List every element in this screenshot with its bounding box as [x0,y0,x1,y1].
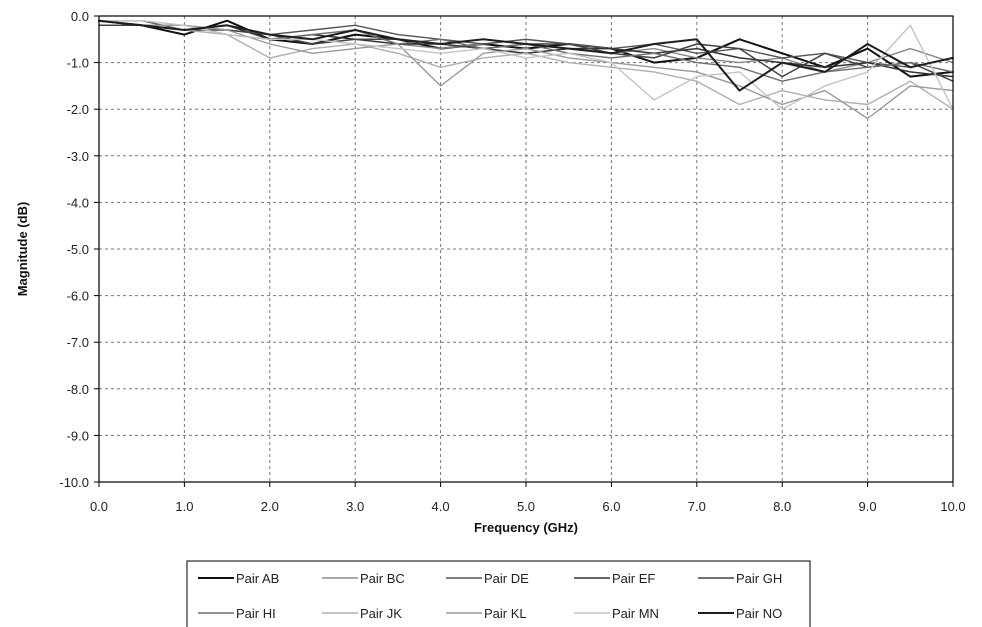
y-tick-label: -6.0 [67,289,89,304]
y-tick-label: -10.0 [59,475,89,490]
legend-item: Pair DE [446,571,529,586]
legend-label: Pair NO [736,606,782,621]
series-group [98,19,954,120]
x-tick-label: 4.0 [432,499,450,514]
legend-item: Pair EF [574,571,655,586]
series-line-pair-jk [98,20,954,110]
x-tick-label: 1.0 [175,499,193,514]
x-tick-label: 10.0 [940,499,965,514]
x-tick-label: 8.0 [773,499,791,514]
legend-label: Pair EF [612,571,655,586]
x-tick-label: 7.0 [688,499,706,514]
y-tick-label: 0.0 [71,9,89,24]
legend-item: Pair GH [698,571,782,586]
series-line-pair-kl [98,20,954,120]
x-tick-label: 2.0 [261,499,279,514]
legend-label: Pair MN [612,606,659,621]
legend-label: Pair DE [484,571,529,586]
x-tick-label: 6.0 [602,499,620,514]
y-axis-title: Magnitude (dB) [15,202,30,297]
y-tick-label: -1.0 [67,56,89,71]
legend-item: Pair MN [574,606,659,621]
y-tick-label: -2.0 [67,102,89,117]
legend-item: Pair HI [198,606,276,621]
x-tick-label: 9.0 [859,499,877,514]
legend: Pair AB Pair BC Pair DE Pair EF Pair GH Pair … [186,560,811,627]
legend-label: Pair BC [360,571,405,586]
x-tick-label: 3.0 [346,499,364,514]
x-tick-label: 0.0 [90,499,108,514]
y-tick-label: -4.0 [67,195,89,210]
legend-item: Pair JK [322,606,402,621]
x-axis-ticks: 0.0 1.0 2.0 3.0 4.0 5.0 6.0 7.0 8.0 9.0 10.0 [90,482,966,514]
x-axis-title: Frequency (GHz) [474,520,578,535]
legend-item: Pair NO [698,606,782,621]
y-tick-label: -3.0 [67,149,89,164]
legend-label: Pair JK [360,606,402,621]
legend-item: Pair KL [446,606,527,621]
legend-label: Pair AB [236,571,279,586]
y-tick-label: -7.0 [67,335,89,350]
legend-item: Pair AB [198,571,279,586]
series-line-pair-no [98,19,954,92]
series-line-pair-mn [98,20,954,110]
y-tick-label: -9.0 [67,428,89,443]
grid [99,16,953,482]
y-tick-label: -5.0 [67,242,89,257]
legend-item: Pair BC [322,571,405,586]
y-tick-label: -8.0 [67,382,89,397]
legend-box [186,560,811,627]
legend-label: Pair KL [484,606,527,621]
legend-label: Pair GH [736,571,782,586]
x-tick-label: 5.0 [517,499,535,514]
y-axis-ticks: 0.0 -1.0 -2.0 -3.0 -4.0 -5.0 -6.0 -7.0 -8.0 -9.0 -… [59,9,99,490]
legend-label: Pair HI [236,606,276,621]
